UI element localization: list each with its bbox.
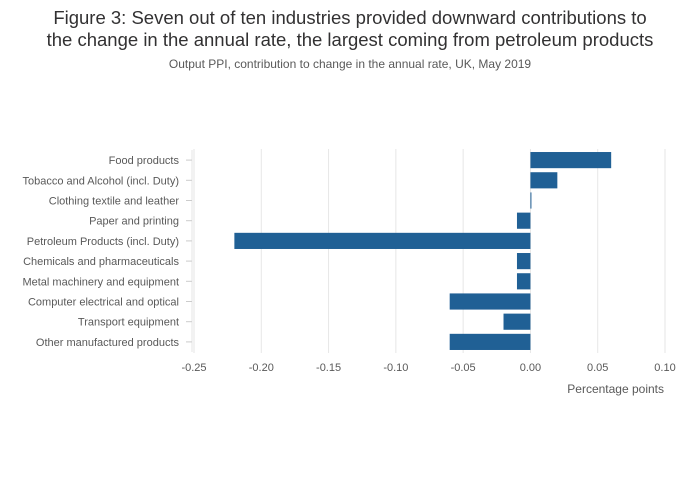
category-label: Paper and printing [89, 216, 179, 228]
x-tick-label: -0.25 [181, 362, 206, 374]
bar[interactable] [530, 192, 532, 209]
bar[interactable] [503, 313, 531, 330]
x-tick-label: 0.10 [654, 362, 675, 374]
bar[interactable] [234, 232, 531, 249]
chart-subtitle: Output PPI, contribution to change in th… [168, 57, 532, 71]
x-tick-label: -0.05 [451, 362, 476, 374]
category-label: Tobacco and Alcohol (incl. Duty) [22, 175, 179, 187]
chart-title: Figure 3: Seven out of ten industries pr… [0, 7, 700, 51]
chart-title-line-2: the change in the annual rate, the large… [46, 29, 654, 50]
x-axis-title: Percentage points [567, 382, 664, 396]
category-label: Chemicals and pharmaceuticals [23, 256, 179, 268]
category-label: Transport equipment [78, 317, 179, 329]
bar[interactable] [516, 253, 531, 270]
category-label: Other manufactured products [36, 337, 180, 349]
category-label: Petroleum Products (incl. Duty) [27, 236, 179, 248]
category-label: Food products [109, 155, 180, 167]
bars [234, 152, 612, 350]
category-labels: Food products Tobacco and Alcohol (incl. … [22, 155, 179, 349]
x-tick-labels: -0.25 -0.20 -0.15 -0.10 -0.05 0.00 0.05 0.10 [181, 362, 675, 374]
x-tick-label: 0.00 [520, 362, 541, 374]
x-tick-label: -0.20 [249, 362, 274, 374]
category-label: Clothing textile and leather [49, 196, 180, 208]
x-tick-label: 0.05 [587, 362, 608, 374]
category-label: Computer electrical and optical [28, 297, 179, 309]
bar[interactable] [449, 333, 531, 350]
chart-title-line-1: Figure 3: Seven out of ten industries pr… [53, 7, 647, 28]
x-tick-label: -0.10 [383, 362, 408, 374]
x-tick-label: -0.15 [316, 362, 341, 374]
bar[interactable] [530, 152, 612, 169]
bar[interactable] [516, 212, 531, 229]
bar[interactable] [449, 293, 531, 310]
category-label: Metal machinery and equipment [22, 276, 179, 288]
grid-lines [186, 149, 666, 353]
bar[interactable] [516, 273, 531, 290]
bar[interactable] [530, 172, 558, 189]
